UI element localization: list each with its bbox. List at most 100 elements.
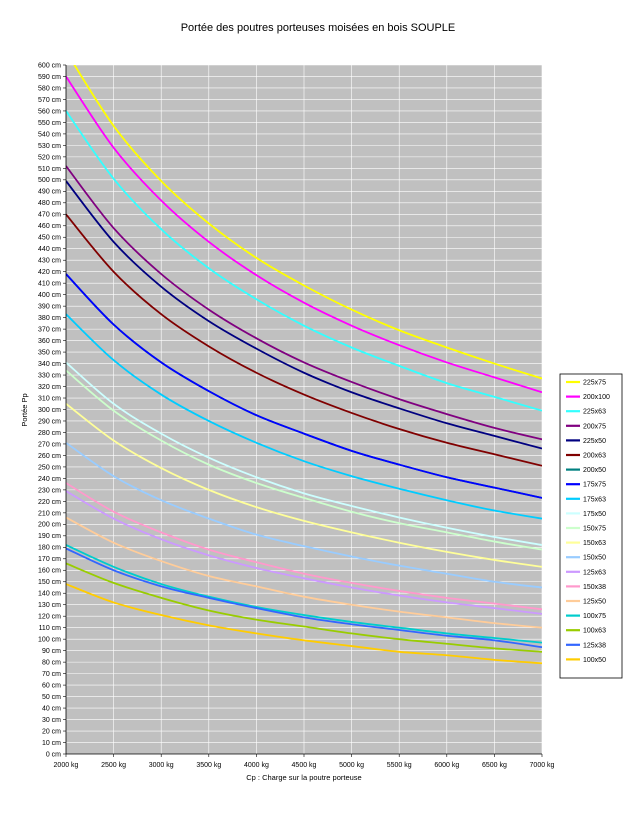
y-tick-label: 400 cm xyxy=(38,292,61,299)
legend-label-125x63: 125x63 xyxy=(583,569,606,576)
y-tick-label: 160 cm xyxy=(38,568,61,575)
y-tick-label: 560 cm xyxy=(38,108,61,115)
y-tick-label: 540 cm xyxy=(38,131,61,138)
series-line-150x50 xyxy=(66,442,542,589)
y-tick-label: 0 cm xyxy=(46,751,61,758)
x-tick-label: 3500 kg xyxy=(196,762,221,769)
y-tick-label: 250 cm xyxy=(38,464,61,471)
series-line-150x38 xyxy=(66,482,542,611)
x-tick-label: 4000 kg xyxy=(244,762,269,769)
y-tick-label: 330 cm xyxy=(38,372,61,379)
y-tick-label: 110 cm xyxy=(39,625,62,632)
y-tick-label: 230 cm xyxy=(38,487,61,494)
series-line-175x50 xyxy=(66,361,542,546)
y-tick-label: 310 cm xyxy=(38,395,61,402)
legend-label-200x100: 200x100 xyxy=(583,394,610,401)
y-tick-label: 120 cm xyxy=(38,614,61,621)
x-tick-label: 2000 kg xyxy=(54,762,79,769)
y-tick-label: 80 cm xyxy=(42,660,61,667)
y-tick-label: 100 cm xyxy=(38,637,61,644)
y-tick-label: 590 cm xyxy=(38,74,61,81)
legend-label-150x50: 150x50 xyxy=(583,555,606,562)
y-tick-label: 570 cm xyxy=(38,97,61,104)
y-tick-label: 170 cm xyxy=(38,556,61,563)
y-tick-label: 580 cm xyxy=(38,85,61,92)
y-tick-label: 50 cm xyxy=(42,694,61,701)
series-line-200x100 xyxy=(66,75,542,394)
y-tick-label: 300 cm xyxy=(38,407,61,414)
y-axis-tick-labels: 0 cm 10 cm 20 cm 30 cm 40 cm 50 cm 60 cm 70 cm 8… xyxy=(38,62,66,758)
y-tick-label: 30 cm xyxy=(42,717,61,724)
y-tick-label: 180 cm xyxy=(38,545,61,552)
y-tick-label: 390 cm xyxy=(38,304,61,311)
legend-label-150x75: 150x75 xyxy=(583,526,606,533)
x-tick-label: 5000 kg xyxy=(339,762,364,769)
y-tick-label: 500 cm xyxy=(38,177,61,184)
y-tick-label: 40 cm xyxy=(42,705,61,712)
y-tick-label: 370 cm xyxy=(38,327,61,334)
x-tick-label: 2500 kg xyxy=(101,762,126,769)
legend-label-175x75: 175x75 xyxy=(583,482,606,489)
series-line-100x50 xyxy=(66,583,542,665)
legend-label-225x50: 225x50 xyxy=(583,438,606,445)
y-tick-label: 70 cm xyxy=(42,671,61,678)
chart-title: Portée des poutres porteuses moisées en … xyxy=(181,22,456,34)
series-line-175x75 xyxy=(66,273,542,499)
x-tick-label: 5500 kg xyxy=(387,762,412,769)
y-tick-label: 200 cm xyxy=(38,522,61,529)
series-line-125x50 xyxy=(66,516,542,629)
y-tick-label: 550 cm xyxy=(38,120,61,127)
legend-label-150x38: 150x38 xyxy=(583,584,606,591)
y-tick-label: 470 cm xyxy=(38,212,61,219)
legend-label-100x50: 100x50 xyxy=(583,657,606,664)
y-tick-label: 490 cm xyxy=(38,189,61,196)
legend-label-225x75: 225x75 xyxy=(583,380,606,387)
legend-label-125x38: 125x38 xyxy=(583,642,606,649)
y-axis-label: Portée Pp xyxy=(20,393,29,426)
y-tick-label: 150 cm xyxy=(38,579,61,586)
x-tick-label: 6000 kg xyxy=(434,762,459,769)
legend-label-175x50: 175x50 xyxy=(583,511,606,518)
x-axis-label: Cp : Charge sur la poutre porteuse xyxy=(246,773,361,782)
series-line-200x75 xyxy=(66,165,542,441)
legend-label-125x50: 125x50 xyxy=(583,599,606,606)
y-tick-label: 410 cm xyxy=(38,281,61,288)
y-tick-label: 140 cm xyxy=(38,591,61,598)
legend-label-150x63: 150x63 xyxy=(583,540,606,547)
y-tick-label: 260 cm xyxy=(38,453,61,460)
y-tick-label: 210 cm xyxy=(38,510,61,517)
legend-label-100x75: 100x75 xyxy=(583,613,606,620)
y-tick-label: 360 cm xyxy=(38,338,61,345)
series-line-150x75 xyxy=(66,369,542,551)
y-tick-label: 240 cm xyxy=(38,476,61,483)
series-line-100x75 xyxy=(66,544,542,644)
y-tick-label: 340 cm xyxy=(38,361,61,368)
legend-label-200x75: 200x75 xyxy=(583,423,606,430)
series-line-225x50 xyxy=(66,180,542,450)
series-line-150x63 xyxy=(66,403,542,568)
y-tick-label: 20 cm xyxy=(42,728,61,735)
y-tick-label: 10 cm xyxy=(42,740,61,747)
y-tick-label: 320 cm xyxy=(38,384,61,391)
y-tick-label: 460 cm xyxy=(38,223,61,230)
y-tick-label: 430 cm xyxy=(38,258,61,265)
y-tick-label: 420 cm xyxy=(38,269,61,276)
x-tick-label: 7000 kg xyxy=(530,762,555,769)
series-line-200x63 xyxy=(66,213,542,467)
y-tick-label: 290 cm xyxy=(38,418,61,425)
y-tick-label: 510 cm xyxy=(38,166,61,173)
y-tick-label: 350 cm xyxy=(38,349,61,356)
legend-label-175x63: 175x63 xyxy=(583,496,606,503)
x-axis-tick-labels: 2000 kg 2500 kg 3000 kg 3500 kg 4000 kg 4500 … xyxy=(54,754,555,769)
series-lines xyxy=(66,65,542,665)
series-line-125x63 xyxy=(66,490,542,615)
series-line-225x75 xyxy=(73,65,542,380)
y-tick-label: 190 cm xyxy=(38,533,61,540)
y-tick-label: 530 cm xyxy=(38,143,61,150)
legend-label-200x50: 200x50 xyxy=(583,467,606,474)
x-tick-label: 3000 kg xyxy=(149,762,174,769)
y-tick-label: 440 cm xyxy=(38,246,61,253)
series-line-175x63 xyxy=(66,313,542,520)
x-tick-label: 6500 kg xyxy=(482,762,507,769)
